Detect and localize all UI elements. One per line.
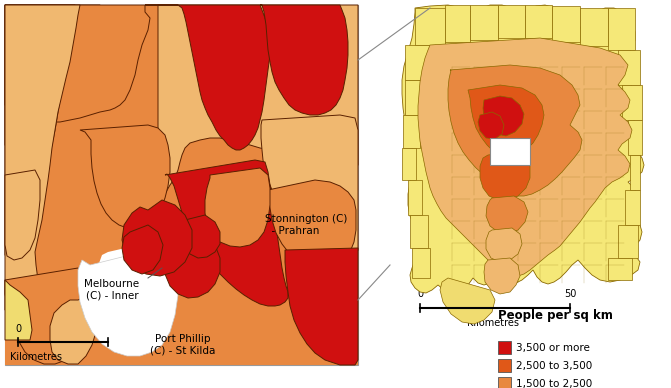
Polygon shape bbox=[50, 295, 97, 364]
Polygon shape bbox=[163, 230, 220, 298]
Polygon shape bbox=[625, 190, 640, 225]
Polygon shape bbox=[165, 160, 288, 306]
Polygon shape bbox=[98, 240, 174, 338]
Polygon shape bbox=[5, 5, 75, 262]
Polygon shape bbox=[468, 85, 544, 157]
Text: People per sq km: People per sq km bbox=[498, 309, 613, 322]
Polygon shape bbox=[362, 0, 671, 388]
Polygon shape bbox=[78, 245, 178, 356]
Polygon shape bbox=[478, 112, 504, 139]
Polygon shape bbox=[552, 6, 580, 42]
Polygon shape bbox=[5, 5, 150, 122]
Text: 1,500 to 2,500: 1,500 to 2,500 bbox=[516, 379, 592, 388]
Polygon shape bbox=[403, 115, 420, 148]
Polygon shape bbox=[412, 248, 430, 278]
Polygon shape bbox=[628, 120, 642, 155]
Text: Port Phillip
(C) - St Kilda: Port Phillip (C) - St Kilda bbox=[150, 334, 215, 356]
Polygon shape bbox=[5, 5, 358, 365]
Polygon shape bbox=[122, 200, 192, 276]
Polygon shape bbox=[5, 5, 358, 365]
Polygon shape bbox=[418, 38, 632, 276]
Text: 0: 0 bbox=[417, 289, 423, 299]
Polygon shape bbox=[486, 228, 522, 262]
Polygon shape bbox=[5, 170, 40, 260]
Polygon shape bbox=[408, 180, 422, 215]
Text: 5: 5 bbox=[105, 324, 111, 334]
Polygon shape bbox=[448, 65, 582, 196]
Polygon shape bbox=[630, 155, 640, 190]
Polygon shape bbox=[5, 268, 90, 364]
FancyBboxPatch shape bbox=[498, 377, 511, 388]
Polygon shape bbox=[158, 5, 358, 200]
Polygon shape bbox=[608, 258, 632, 280]
Polygon shape bbox=[470, 5, 498, 40]
Polygon shape bbox=[480, 152, 530, 200]
Polygon shape bbox=[405, 80, 425, 115]
Text: 3,500 or more: 3,500 or more bbox=[516, 343, 590, 353]
Text: 50: 50 bbox=[564, 289, 576, 299]
FancyBboxPatch shape bbox=[498, 359, 511, 372]
Polygon shape bbox=[122, 225, 163, 274]
Polygon shape bbox=[608, 8, 635, 50]
Polygon shape bbox=[285, 248, 358, 365]
Polygon shape bbox=[415, 8, 445, 45]
Polygon shape bbox=[525, 5, 552, 38]
Polygon shape bbox=[486, 196, 528, 234]
Polygon shape bbox=[205, 168, 270, 247]
Text: 2,500 to 3,500: 2,500 to 3,500 bbox=[516, 362, 592, 371]
Polygon shape bbox=[484, 258, 520, 294]
FancyBboxPatch shape bbox=[498, 341, 511, 354]
Polygon shape bbox=[618, 50, 640, 85]
Polygon shape bbox=[182, 215, 220, 258]
Polygon shape bbox=[268, 180, 356, 269]
Polygon shape bbox=[5, 280, 32, 340]
Polygon shape bbox=[580, 8, 608, 46]
Polygon shape bbox=[618, 225, 638, 258]
Polygon shape bbox=[5, 5, 80, 310]
Polygon shape bbox=[498, 5, 525, 38]
Polygon shape bbox=[440, 278, 495, 324]
Text: Kilometres: Kilometres bbox=[467, 318, 519, 328]
Polygon shape bbox=[622, 85, 642, 120]
Polygon shape bbox=[261, 115, 358, 264]
Polygon shape bbox=[490, 138, 530, 165]
Polygon shape bbox=[145, 5, 270, 150]
Polygon shape bbox=[483, 96, 524, 136]
Polygon shape bbox=[410, 215, 428, 248]
Text: Melbourne
(C) - Inner: Melbourne (C) - Inner bbox=[85, 279, 140, 301]
Text: 0: 0 bbox=[15, 324, 21, 334]
Polygon shape bbox=[402, 5, 644, 293]
Polygon shape bbox=[260, 5, 348, 115]
Polygon shape bbox=[5, 5, 115, 160]
Text: Kilometres: Kilometres bbox=[10, 352, 62, 362]
Polygon shape bbox=[402, 148, 416, 180]
Polygon shape bbox=[445, 5, 470, 42]
Polygon shape bbox=[80, 125, 170, 228]
Polygon shape bbox=[405, 45, 430, 80]
Text: Stonnington (C)
  - Prahran: Stonnington (C) - Prahran bbox=[265, 214, 348, 236]
